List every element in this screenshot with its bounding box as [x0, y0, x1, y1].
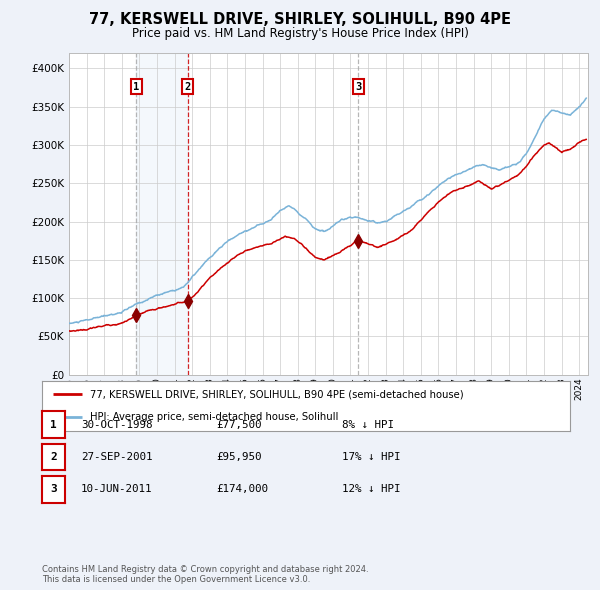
Text: £77,500: £77,500: [216, 419, 262, 430]
Bar: [136, 53, 188, 375]
Text: 8% ↓ HPI: 8% ↓ HPI: [342, 419, 394, 430]
Text: 30-OCT-1998: 30-OCT-1998: [81, 419, 152, 430]
Text: 2: 2: [50, 452, 57, 462]
Text: 1: 1: [133, 82, 140, 92]
Text: 3: 3: [355, 82, 361, 92]
Text: Price paid vs. HM Land Registry's House Price Index (HPI): Price paid vs. HM Land Registry's House …: [131, 27, 469, 40]
Text: 1: 1: [50, 419, 57, 430]
Text: 77, KERSWELL DRIVE, SHIRLEY, SOLIHULL, B90 4PE (semi-detached house): 77, KERSWELL DRIVE, SHIRLEY, SOLIHULL, B…: [89, 389, 463, 399]
Text: £174,000: £174,000: [216, 484, 268, 494]
Text: 27-SEP-2001: 27-SEP-2001: [81, 452, 152, 462]
Text: 2: 2: [184, 82, 191, 92]
Text: HPI: Average price, semi-detached house, Solihull: HPI: Average price, semi-detached house,…: [89, 412, 338, 422]
Text: 10-JUN-2011: 10-JUN-2011: [81, 484, 152, 494]
Text: 12% ↓ HPI: 12% ↓ HPI: [342, 484, 401, 494]
Text: 3: 3: [50, 484, 57, 494]
Text: £95,950: £95,950: [216, 452, 262, 462]
Text: 17% ↓ HPI: 17% ↓ HPI: [342, 452, 401, 462]
Text: 77, KERSWELL DRIVE, SHIRLEY, SOLIHULL, B90 4PE: 77, KERSWELL DRIVE, SHIRLEY, SOLIHULL, B…: [89, 12, 511, 27]
Text: Contains HM Land Registry data © Crown copyright and database right 2024.
This d: Contains HM Land Registry data © Crown c…: [42, 565, 368, 584]
